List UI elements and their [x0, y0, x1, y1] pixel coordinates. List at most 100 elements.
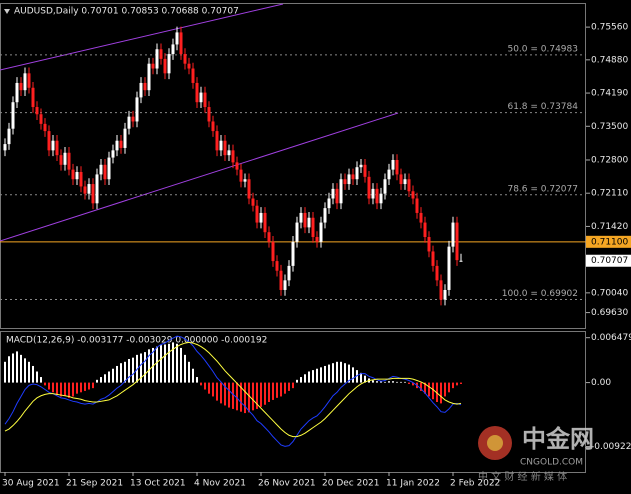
candle-body — [439, 280, 443, 300]
histogram-bar — [128, 359, 130, 383]
candle-body — [267, 232, 271, 242]
candle-body — [203, 92, 207, 108]
candle-body — [119, 140, 123, 148]
candle-body — [371, 188, 375, 199]
candle-body — [275, 261, 279, 271]
candle-body — [147, 63, 151, 91]
histogram-bar — [312, 370, 314, 383]
histogram-bar — [84, 382, 86, 391]
channel-line — [0, 3, 284, 71]
y-tick-label: 0.73500 — [591, 122, 628, 132]
candle-body — [155, 49, 159, 69]
histogram-bar — [140, 353, 142, 383]
candle-body — [263, 212, 267, 233]
histogram-bar — [260, 382, 262, 407]
candle-body — [407, 179, 411, 192]
candle-body — [107, 157, 111, 180]
histogram-bar — [296, 379, 298, 383]
fib-label: 50.0 = 0.74983 — [507, 44, 578, 54]
x-tick-label: 20 Dec 2021 — [322, 479, 380, 489]
histogram-bar — [132, 357, 134, 383]
candle-body — [7, 128, 11, 145]
macd-pane-border — [0, 331, 586, 473]
candle-body — [3, 144, 7, 151]
histogram-bar — [100, 377, 102, 383]
histogram-bar — [396, 381, 398, 383]
histogram-bar — [8, 356, 10, 383]
macd-line — [4, 335, 462, 447]
candle-body — [415, 198, 419, 213]
candle-body — [131, 116, 135, 122]
price-pane-border — [0, 3, 586, 329]
histogram-bar — [236, 382, 238, 411]
candle-body — [335, 188, 339, 204]
candle-body — [31, 87, 35, 108]
histogram-bar — [356, 370, 358, 383]
histogram-bar — [60, 382, 62, 397]
candle-body — [115, 140, 119, 151]
candle-body — [195, 82, 199, 103]
candle-body — [395, 159, 399, 175]
candle-body — [187, 63, 191, 69]
candle-body — [207, 107, 211, 122]
histogram-bar — [448, 382, 450, 393]
histogram-bar — [252, 382, 254, 411]
macd-line — [4, 341, 462, 438]
candle-body — [103, 164, 107, 180]
histogram-bar — [288, 382, 290, 391]
histogram-bar — [4, 361, 6, 383]
histogram-bar — [276, 382, 278, 398]
histogram-bar — [124, 361, 126, 383]
price-level-label: 0.71100 — [591, 237, 628, 247]
candle-body — [111, 150, 115, 158]
histogram-bar — [116, 365, 118, 383]
histogram-bar — [360, 372, 362, 383]
y-tick-label: 0.00 — [591, 378, 611, 388]
candle-body — [259, 212, 263, 223]
histogram-bar — [76, 382, 78, 394]
candle-body — [375, 188, 379, 204]
candle-body — [55, 140, 59, 156]
candle-body — [23, 73, 27, 91]
histogram-bar — [148, 349, 150, 383]
histogram-bar — [336, 361, 338, 383]
histogram-bar — [104, 374, 106, 383]
histogram-bar — [220, 382, 222, 404]
histogram-bar — [196, 377, 198, 383]
candle-body — [79, 172, 83, 187]
candle-body — [175, 32, 179, 45]
candle-body — [247, 179, 251, 199]
histogram-bar — [192, 368, 194, 383]
y-tick-label: 0.72800 — [591, 155, 628, 165]
histogram-bar — [452, 382, 454, 389]
candle-body — [315, 237, 319, 242]
candle-body — [163, 58, 167, 74]
histogram-bar — [320, 367, 322, 383]
histogram-bar — [32, 365, 34, 383]
candle-body — [351, 174, 355, 180]
histogram-bar — [444, 382, 446, 397]
candle-body — [323, 208, 327, 223]
candle-body — [319, 222, 323, 242]
x-tick-label: 13 Oct 2021 — [130, 479, 186, 489]
histogram-bar — [380, 381, 382, 383]
candle-body — [87, 184, 91, 194]
candle-body — [83, 186, 87, 194]
candle-body — [399, 174, 403, 185]
candle-body — [279, 270, 283, 290]
histogram-bar — [216, 382, 218, 401]
candle-body — [423, 222, 427, 238]
candle-body — [191, 68, 195, 83]
candle-body — [159, 49, 163, 59]
histogram-bar — [36, 371, 38, 383]
histogram-bar — [228, 382, 230, 408]
candle-body — [127, 116, 131, 129]
histogram-bar — [404, 381, 406, 383]
y-tick-label: 0.71420 — [591, 222, 628, 232]
histogram-bar — [96, 379, 98, 383]
candle-body — [287, 265, 291, 281]
candle-body — [363, 164, 367, 177]
